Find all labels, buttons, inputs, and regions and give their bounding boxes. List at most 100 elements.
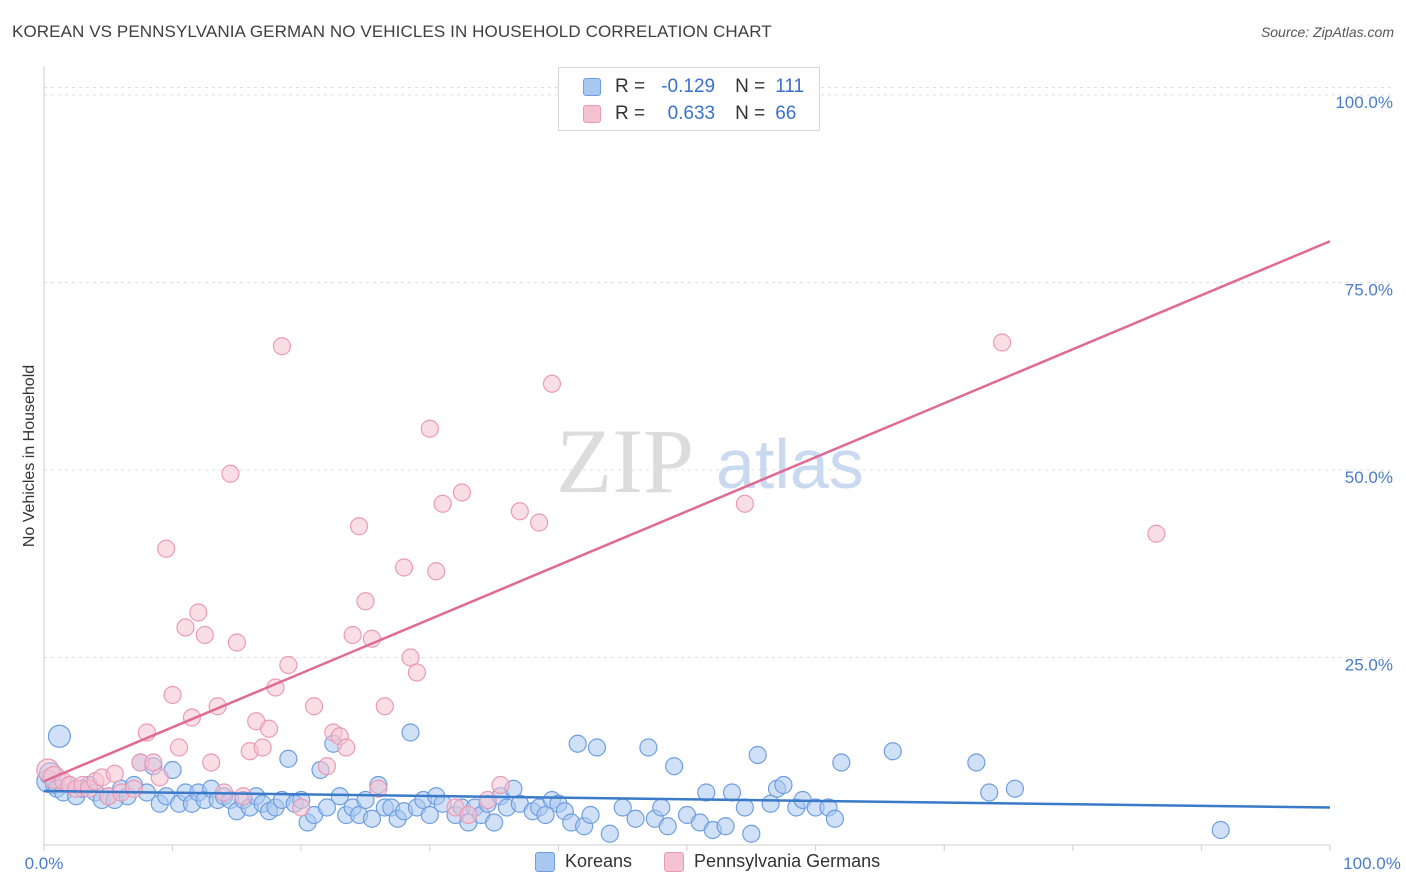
koreans-n-value: 111 [775, 76, 805, 97]
pa-german-point [169, 738, 189, 757]
korean-point [658, 817, 677, 836]
pa-german-point [259, 719, 279, 738]
korean-point [980, 783, 999, 802]
pa-german-point [452, 483, 472, 502]
n-label: N = [735, 76, 766, 97]
korean-point [652, 798, 671, 817]
y-tick-label-50: 50.0% [1345, 468, 1393, 487]
pa-germans-r-value: 0.633 [667, 103, 716, 124]
pa-german-point [420, 419, 439, 438]
pa-german-point [157, 539, 176, 558]
y-tick-label-25: 25.0% [1345, 656, 1393, 675]
legend-item-koreans[interactable]: Koreans [535, 851, 632, 872]
koreans-r-value: -0.129 [661, 76, 716, 97]
watermark-zip: ZIP [556, 410, 694, 512]
pa-german-point [992, 333, 1012, 352]
pa-germans-n-value: 66 [775, 103, 797, 124]
pa-german-point [124, 779, 144, 798]
legend-row-koreans: R = -0.129 N = 111 [583, 74, 804, 100]
pa-german-point [375, 697, 394, 716]
source-label: Source: ZipAtlas.com [1260, 24, 1394, 40]
pa-german-point [272, 337, 292, 356]
n-label: N = [735, 103, 766, 124]
korean-point [485, 813, 504, 832]
korean-point [568, 734, 587, 753]
koreans-legend-label: Koreans [565, 851, 633, 871]
pa-german-point [163, 685, 182, 705]
korean-point [330, 787, 349, 806]
pa-german-point [317, 757, 337, 776]
korean-point [626, 809, 645, 828]
korean-point [716, 817, 735, 836]
pa-german-points [36, 333, 1166, 825]
korean-trend-line [43, 789, 1331, 809]
x-tick-label-0: 0.0% [25, 854, 64, 873]
korean-point [697, 783, 716, 802]
korean-point [883, 742, 902, 761]
korean-point [722, 783, 742, 802]
pa-german-point [144, 753, 163, 772]
pa-german-point [510, 502, 529, 521]
korean-point [401, 723, 420, 742]
pa-german-point [401, 648, 420, 667]
r-label: R = [615, 76, 646, 97]
korean-point [825, 809, 844, 828]
korean-point [735, 798, 754, 817]
korean-point [832, 753, 851, 772]
pa-german-point [735, 494, 754, 513]
korean-point [600, 824, 619, 843]
gridlines [44, 87, 1392, 658]
pa-german-point [105, 764, 124, 783]
pa-german-point [234, 787, 253, 806]
legend-item-pa-germans[interactable]: Pennsylvania Germans [664, 851, 880, 872]
korean-point [742, 824, 761, 843]
pa-german-point [407, 663, 427, 682]
pa-german-point [1147, 524, 1166, 543]
pa-german-point [279, 655, 298, 675]
pa-german-point [202, 753, 221, 772]
pa-german-point [150, 768, 169, 787]
r-label: R = [615, 103, 646, 124]
pa-german-point [292, 798, 311, 817]
pa-german-point [394, 558, 414, 577]
pa-german-point [369, 779, 388, 798]
pa-germans-legend-label: Pennsylvania Germans [694, 851, 881, 871]
korean-point [587, 738, 607, 757]
korean-point [47, 724, 72, 748]
y-tick-labels: 25.0% 50.0% 75.0% 100.0% [1335, 93, 1393, 675]
y-tick-label-75: 75.0% [1345, 281, 1393, 300]
pa-german-point [304, 697, 324, 716]
korean-point [536, 805, 555, 825]
pa-german-point [343, 625, 362, 645]
korean-point [317, 798, 337, 817]
pa-german-point [189, 603, 208, 622]
korean-point [774, 775, 793, 795]
korean-point [362, 809, 382, 828]
pa-german-point [427, 562, 446, 581]
x-tick-label-100: 100.0% [1343, 854, 1401, 873]
korean-point [967, 753, 986, 772]
korean-point [279, 749, 298, 768]
series-legend: Koreans Pennsylvania Germans [535, 851, 912, 872]
chart-title: KOREAN VS PENNSYLVANIA GERMAN NO VEHICLE… [12, 22, 772, 41]
legend-row-pa-germans: R = 0.633 N = 66 [583, 101, 796, 127]
y-tick-label-100: 100.0% [1335, 93, 1393, 112]
pa-german-point [356, 592, 375, 611]
x-tick-marks [43, 845, 1331, 851]
pa-german-point [253, 738, 272, 757]
koreans-legend-swatch [535, 851, 555, 872]
pa-germans-legend-swatch [664, 851, 685, 872]
pa-german-point [459, 805, 478, 825]
pa-german-point [195, 625, 214, 645]
pa-germans-swatch [583, 105, 601, 123]
korean-point [420, 805, 439, 825]
korean-point [1211, 820, 1230, 840]
y-axis-label: No Vehicles in Household [21, 365, 38, 547]
korean-point [639, 738, 658, 757]
watermark-atlas: atlas [716, 425, 864, 503]
pa-german-point [542, 374, 562, 393]
pa-german-point [478, 790, 497, 810]
korean-point [581, 805, 600, 825]
pa-german-trend-line [43, 240, 1331, 783]
